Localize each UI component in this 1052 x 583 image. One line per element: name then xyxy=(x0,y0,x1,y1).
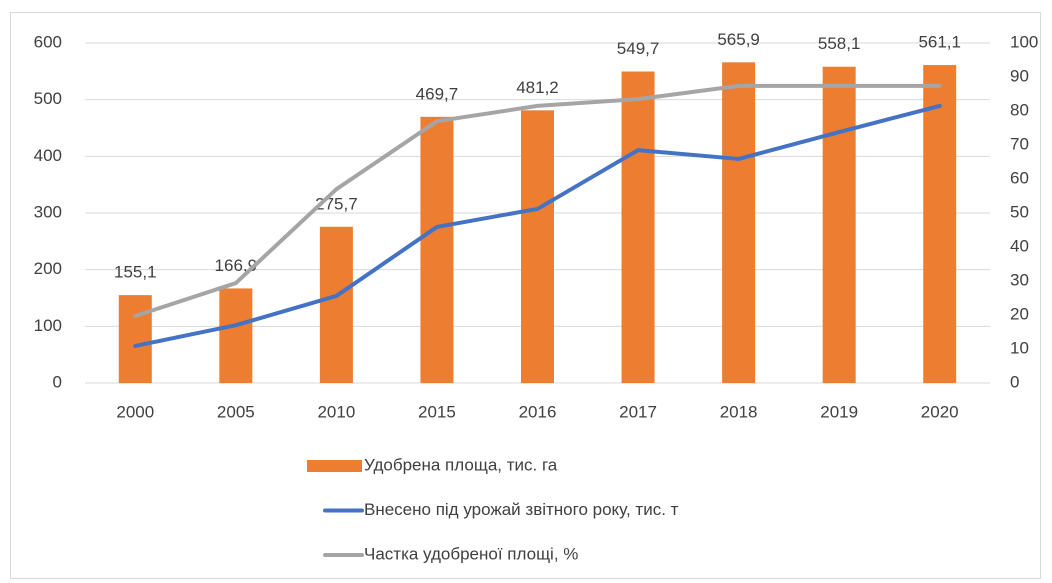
y2-tick-label: 80 xyxy=(1010,100,1029,119)
x-tick-label: 2010 xyxy=(317,402,355,421)
y-tick-label: 100 xyxy=(34,316,62,335)
y-tick-label: 400 xyxy=(34,146,62,165)
y2-tick-label: 70 xyxy=(1010,134,1029,153)
y2-tick-label: 0 xyxy=(1010,372,1019,391)
y-tick-label: 0 xyxy=(53,372,62,391)
x-tick-label: 2017 xyxy=(619,402,657,421)
y2-tick-label: 90 xyxy=(1010,66,1029,85)
x-tick-label: 2005 xyxy=(217,402,255,421)
bar xyxy=(118,295,152,383)
x-tick-label: 2000 xyxy=(116,402,154,421)
data-label: 565,9 xyxy=(717,30,760,49)
y-tick-label: 300 xyxy=(34,202,62,221)
line xyxy=(133,103,942,348)
x-tick-label: 2019 xyxy=(820,402,858,421)
bar xyxy=(420,116,454,383)
y2-tick-label: 20 xyxy=(1010,304,1029,323)
y2-tick-label: 50 xyxy=(1010,202,1029,221)
data-label: 549,7 xyxy=(617,39,660,58)
y-tick-label: 200 xyxy=(34,259,62,278)
data-label: 155,1 xyxy=(114,263,157,282)
y2-tick-label: 10 xyxy=(1010,338,1029,357)
x-tick-label: 2016 xyxy=(519,402,557,421)
x-tick-label: 2020 xyxy=(921,402,959,421)
x-tick-label: 2018 xyxy=(720,402,758,421)
legend-label: Удобрена площа, тис. га xyxy=(364,455,558,474)
bar xyxy=(521,110,554,383)
x-tick-label: 2015 xyxy=(418,402,456,421)
line xyxy=(133,83,942,319)
y2-tick-label: 100 xyxy=(1010,32,1038,51)
bar xyxy=(319,226,353,383)
y-tick-label: 500 xyxy=(34,89,62,108)
data-label: 561,1 xyxy=(918,33,961,52)
legend-label: Частка удобреної площі, % xyxy=(364,544,578,563)
bar xyxy=(219,288,253,383)
data-label: 558,1 xyxy=(818,34,861,53)
data-label: 469,7 xyxy=(416,84,459,103)
legend-label: Внесено під урожай звітного року, тис. т xyxy=(364,500,679,519)
y2-tick-label: 60 xyxy=(1010,168,1029,187)
bar xyxy=(923,65,957,383)
legend-swatch xyxy=(307,460,362,472)
y2-tick-label: 40 xyxy=(1010,236,1029,255)
bar xyxy=(621,71,655,384)
y2-tick-label: 30 xyxy=(1010,270,1029,289)
data-label: 481,2 xyxy=(516,78,559,97)
bar xyxy=(822,66,856,383)
y-tick-label: 600 xyxy=(34,32,62,51)
data-label: 166,9 xyxy=(215,256,258,275)
bar xyxy=(722,62,756,383)
